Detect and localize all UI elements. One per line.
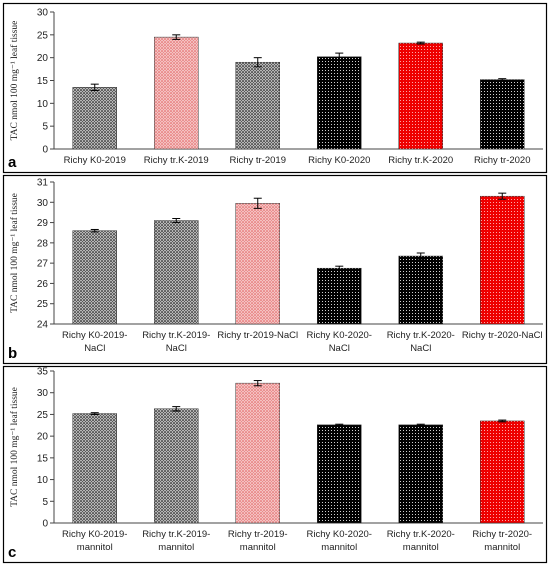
y-tick-label: 20 [37, 53, 49, 64]
category-label: Richy tr-2019 [230, 155, 287, 166]
bar [235, 61, 280, 150]
category-label: Richy tr.K-2020- [387, 529, 455, 540]
y-tick-label: 27 [37, 259, 49, 270]
category-label: Richy tr.K-2020 [388, 155, 453, 166]
category-label: Richy tr.K-2019 [144, 155, 209, 166]
category-label: mannitol [321, 542, 357, 553]
bar [235, 382, 280, 524]
category-label: Richy tr-2020-NaCl [462, 330, 543, 341]
y-tick-label: 30 [37, 198, 49, 209]
bar [72, 230, 117, 325]
bar [480, 195, 525, 325]
y-axis-label: TAC nmol 100 mg⁻¹ leaf tissue [9, 21, 20, 141]
y-tick-label: 25 [37, 30, 49, 41]
bar [317, 267, 362, 325]
bar [480, 79, 525, 150]
chart-panel-a: 0 5 10 15 20 25 30 TAC nmol 100 mg⁻¹ leaf tissu… [2, 2, 548, 174]
y-axis-label: TAC nmol 100 mg⁻¹ leaf tissue [9, 387, 20, 507]
y-tick-label: 28 [37, 238, 49, 249]
y-tick-label: 24 [37, 320, 49, 331]
y-tick-label: 29 [37, 218, 49, 229]
bar [398, 42, 443, 150]
bar [317, 424, 362, 524]
y-tick-label: 10 [37, 99, 49, 110]
panel-letter: c [8, 544, 16, 561]
category-label: Richy K0-2020- [307, 330, 372, 341]
chart-panel-b: 24 25 26 27 28 29 30 31 TAC nmol 100 mg⁻¹ leaf t… [2, 174, 548, 365]
y-axis-label: TAC nmol 100 mg⁻¹ leaf tissue [9, 193, 20, 313]
category-label: Richy tr-2020- [472, 529, 532, 540]
bar [154, 220, 199, 325]
category-label: mannitol [403, 542, 439, 553]
bar [154, 408, 199, 524]
category-label: mannitol [240, 542, 276, 553]
category-label: NaCl [84, 343, 105, 354]
category-label: Richy K0-2020 [308, 155, 370, 166]
category-label: mannitol [158, 542, 194, 553]
category-label: mannitol [484, 542, 520, 553]
category-label: Richy tr-2019-NaCl [217, 330, 298, 341]
category-label: Richy tr-2020 [474, 155, 531, 166]
category-label: Richy tr.K-2019- [142, 529, 210, 540]
y-tick-label: 5 [42, 497, 48, 508]
category-label: Richy tr-2019- [228, 529, 288, 540]
y-tick-label: 15 [37, 453, 49, 464]
category-label: Richy K0-2019- [62, 330, 127, 341]
y-tick-label: 0 [42, 145, 48, 156]
category-label: NaCl [410, 343, 431, 354]
category-label: Richy tr.K-2019- [142, 330, 210, 341]
category-label: Richy K0-2019- [62, 529, 127, 540]
y-tick-label: 25 [37, 410, 49, 421]
category-label: mannitol [77, 542, 113, 553]
bar [398, 424, 443, 524]
bar [72, 87, 117, 150]
panel-frame [2, 365, 548, 564]
category-label: NaCl [329, 343, 350, 354]
panel-letter: a [8, 154, 17, 171]
y-tick-label: 0 [42, 519, 48, 530]
y-tick-label: 31 [37, 178, 49, 189]
bar [480, 420, 525, 524]
category-label: Richy tr.K-2020- [387, 330, 455, 341]
panel-frame [2, 174, 548, 365]
y-tick-label: 30 [37, 388, 49, 399]
bar [398, 255, 443, 325]
bar [235, 203, 280, 325]
bar [154, 36, 199, 150]
category-label: NaCl [166, 343, 187, 354]
y-tick-label: 10 [37, 475, 49, 486]
chart-panel-c: 0 5 10 15 20 25 30 35 TAC nmol 100 mg⁻¹ leaf tis… [2, 365, 548, 564]
y-tick-label: 26 [37, 279, 49, 290]
y-tick-label: 30 [37, 8, 49, 19]
panel-letter: b [8, 345, 17, 362]
panel-frame [2, 2, 548, 174]
y-tick-label: 35 [37, 367, 49, 378]
y-tick-label: 5 [42, 122, 48, 133]
bar [72, 413, 117, 524]
y-tick-label: 25 [37, 299, 49, 310]
y-tick-label: 15 [37, 76, 49, 87]
bar [317, 56, 362, 150]
category-label: Richy K0-2020- [307, 529, 372, 540]
y-tick-label: 20 [37, 432, 49, 443]
category-label: Richy K0-2019 [64, 155, 126, 166]
